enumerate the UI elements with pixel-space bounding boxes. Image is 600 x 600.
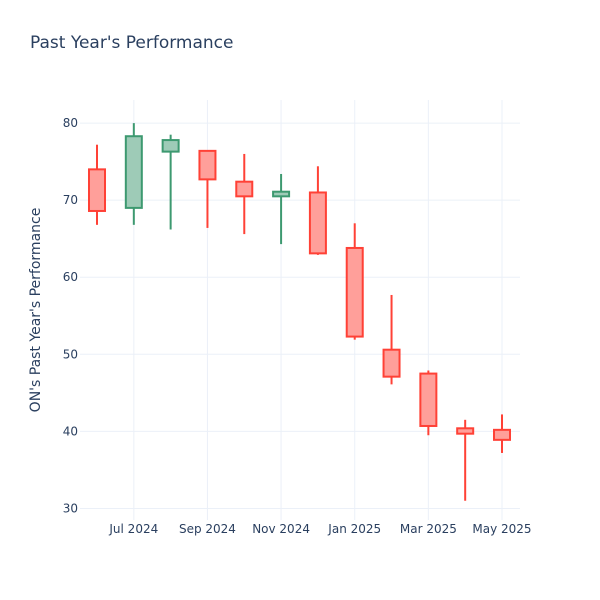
x-tick-label: Mar 2025	[400, 522, 457, 536]
candle-decreasing	[198, 149, 217, 228]
x-tick-label: Nov 2024	[252, 522, 310, 536]
candle-increasing	[124, 123, 143, 225]
y-tick-label: 80	[63, 116, 78, 130]
candle-body	[345, 246, 364, 338]
candle-decreasing	[382, 294, 401, 385]
y-tick-label: 50	[63, 347, 78, 361]
grid-layer	[80, 100, 520, 520]
candle-body	[419, 372, 438, 427]
candle-decreasing	[456, 419, 475, 501]
candle-body	[161, 139, 180, 153]
candle-layer	[88, 123, 511, 501]
y-tick-label: 40	[63, 424, 78, 438]
x-tick-label: Jul 2024	[108, 522, 158, 536]
candle-body	[456, 427, 475, 435]
candle-decreasing	[308, 166, 327, 255]
candle-body	[308, 191, 327, 255]
x-tick-label: May 2025	[472, 522, 531, 536]
candle-body	[88, 168, 106, 212]
candle-decreasing	[493, 414, 511, 453]
candle-decreasing	[419, 370, 438, 436]
y-tick-label: 30	[63, 501, 78, 515]
candle-body	[235, 180, 254, 198]
y-axis-label: ON's Past Year's Performance	[28, 208, 44, 413]
candle-increasing	[272, 173, 291, 245]
x-tick-label: Sep 2024	[179, 522, 236, 536]
candle-body	[124, 135, 143, 209]
chart-title: Past Year's Performance	[30, 33, 234, 53]
candle-increasing	[161, 134, 180, 230]
candle-body	[493, 428, 511, 441]
candle-decreasing	[235, 153, 254, 235]
candle-body	[198, 149, 217, 181]
y-tick-label: 60	[63, 270, 78, 284]
x-tick-label: Jan 2025	[327, 522, 381, 536]
candle-decreasing	[88, 144, 106, 225]
axis-layer: 30 40 50 60 70 80 Jul 2024 Sep 2024 Nov 2024 Jan …	[28, 116, 532, 536]
candle-decreasing	[345, 223, 364, 340]
y-tick-label: 70	[63, 193, 78, 207]
candle-body	[382, 348, 401, 378]
candle-body	[272, 190, 291, 198]
